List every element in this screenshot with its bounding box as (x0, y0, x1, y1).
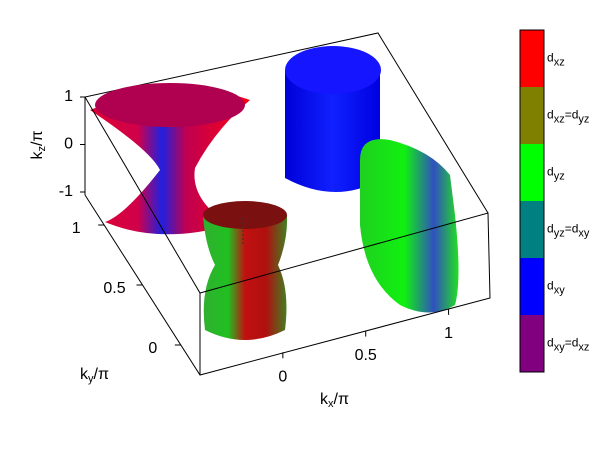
surface (360, 139, 459, 313)
label-part: xz (578, 341, 589, 353)
label-part: z (36, 146, 48, 152)
label-part: y (88, 373, 94, 385)
label-part: d (547, 279, 554, 293)
label-part: /π (334, 391, 349, 408)
label-part: k (29, 150, 46, 159)
y-tick-label: 0.5 (103, 280, 125, 297)
z-tick-label: 1 (64, 88, 73, 105)
label-part: yz (554, 170, 565, 182)
surface (90, 89, 250, 235)
y-axis-label: ky/π (80, 366, 109, 385)
colorbar-label: dxy=dxz (547, 336, 589, 354)
label-part: k (80, 366, 89, 383)
z-tick-label: -1 (59, 183, 73, 200)
x-axis-label: kx/π (320, 391, 349, 410)
label-part: xy (578, 227, 590, 239)
colorbar-band (520, 201, 544, 258)
colorbar-label: dxy (547, 279, 565, 297)
label-part: xy (554, 341, 566, 353)
colorbar-label: dxz=dyz (547, 108, 589, 126)
label-part: =d (565, 108, 579, 122)
colorbar-band (520, 144, 544, 201)
surface (203, 205, 288, 340)
label-part: d (547, 165, 554, 179)
box-edge (84, 32, 489, 214)
x-tick-label: 0 (278, 369, 287, 386)
z-axis-label: kz/π (29, 131, 48, 160)
z-tick-label: 0 (64, 136, 73, 153)
label-part: yz (554, 227, 565, 239)
x-tick-label: 1 (444, 325, 453, 342)
label-part: /π (94, 366, 109, 383)
colorbar-band (520, 30, 544, 87)
box-back (84, 32, 489, 214)
x-tick-label: 0.5 (355, 347, 377, 364)
colorbar-band (520, 315, 544, 372)
label-part: d (547, 51, 554, 65)
y-tick-label: 0 (148, 340, 157, 357)
colorbar-band (520, 87, 544, 144)
colorbar-label: dyz (547, 165, 565, 183)
label-part: d (547, 108, 554, 122)
surface-top (285, 46, 381, 94)
label-part: d (547, 336, 554, 350)
label-part: k (320, 391, 329, 408)
colorbar-band (520, 258, 544, 315)
label-part: yz (578, 113, 589, 125)
colorbar-label: dyz=dxy (547, 222, 590, 240)
label-part: =d (565, 222, 579, 236)
surface (285, 70, 380, 193)
label-part: xz (554, 56, 565, 68)
surfaces (90, 46, 459, 340)
label-part: xz (554, 113, 565, 125)
label-part: x (328, 398, 334, 410)
label-part: d (547, 222, 554, 236)
colorbar-label: dxz (547, 51, 565, 69)
colorbar-frame (519, 29, 545, 373)
surface-top (95, 83, 245, 127)
label-part: =d (565, 336, 579, 350)
label-part: xy (554, 284, 566, 296)
label-part: /π (29, 131, 46, 146)
y-tick-label: 1 (72, 220, 81, 237)
surface-top (203, 201, 287, 229)
